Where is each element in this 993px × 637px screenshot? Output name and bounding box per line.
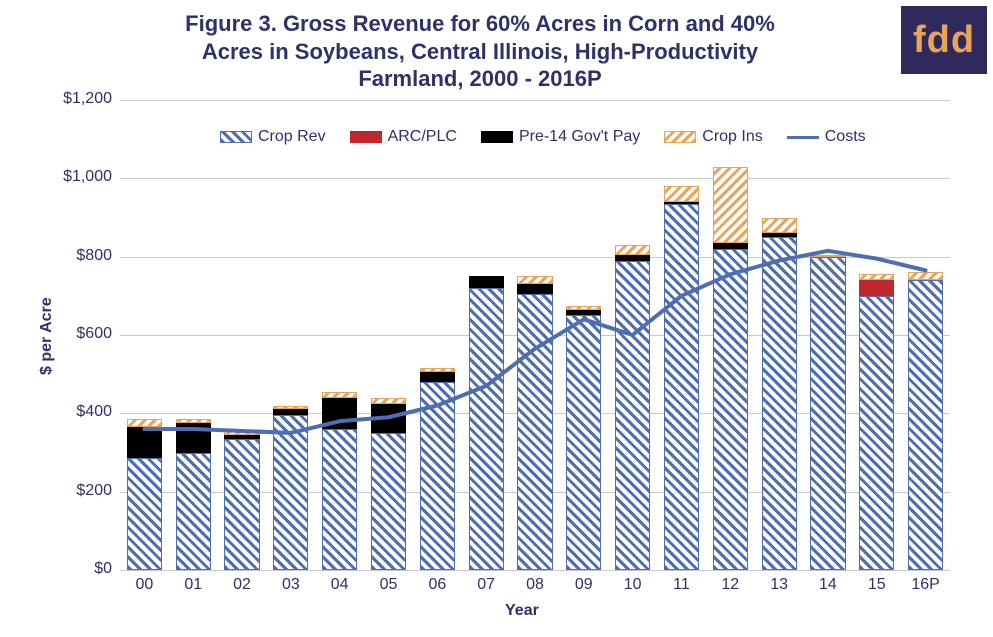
legend-item-crop_rev: Crop Rev (220, 128, 326, 146)
x-tick-label: 14 (804, 576, 853, 594)
x-tick-label: 01 (169, 576, 218, 594)
legend-swatch (481, 131, 513, 143)
legend-swatch (350, 131, 382, 143)
legend-swatch (664, 131, 696, 143)
x-tick-label: 09 (559, 576, 608, 594)
legend-label: Crop Ins (702, 128, 762, 146)
x-tick-label: 05 (364, 576, 413, 594)
legend-item-arc_plc: ARC/PLC (350, 128, 457, 146)
chart-figure: fdd Figure 3. Gross Revenue for 60% Acre… (0, 0, 993, 637)
x-tick-label: 02 (218, 576, 267, 594)
fdd-logo: fdd (901, 6, 987, 74)
x-tick-label: 03 (266, 576, 315, 594)
y-tick-label: $1,000 (32, 168, 112, 186)
costs-line (120, 100, 950, 570)
legend-item-crop_ins: Crop Ins (664, 128, 762, 146)
x-tick-label: 07 (462, 576, 511, 594)
y-tick-label: $0 (32, 560, 112, 578)
legend-swatch (787, 136, 819, 139)
legend-label: Crop Rev (258, 128, 326, 146)
legend-label: ARC/PLC (388, 128, 457, 146)
x-tick-label: 11 (657, 576, 706, 594)
chart-title-line1: Figure 3. Gross Revenue for 60% Acres in… (80, 10, 880, 38)
x-tick-label: 00 (120, 576, 169, 594)
legend-item-pre14: Pre-14 Gov't Pay (481, 128, 640, 146)
legend-swatch (220, 131, 252, 143)
legend: Crop Rev ARC/PLC Pre-14 Gov't Pay Crop Ins C… (220, 128, 866, 146)
y-tick-label: $200 (32, 482, 112, 500)
legend-item-costs: Costs (787, 128, 866, 146)
legend-label: Pre-14 Gov't Pay (519, 128, 640, 146)
legend-label: Costs (825, 128, 866, 146)
y-tick-label: $1,200 (32, 90, 112, 108)
y-axis-label: $ per Acre (38, 297, 56, 375)
x-tick-label: 13 (755, 576, 804, 594)
x-tick-label: 12 (706, 576, 755, 594)
x-axis-label: Year (505, 602, 539, 620)
x-tick-label: 10 (608, 576, 657, 594)
x-tick-label: 08 (511, 576, 560, 594)
plot-area: $0$200$400$600$800$1,000$1,2000001020304… (120, 100, 950, 570)
y-tick-label: $800 (32, 247, 112, 265)
x-tick-label: 06 (413, 576, 462, 594)
y-tick-label: $400 (32, 403, 112, 421)
x-tick-label: 16P (901, 576, 950, 594)
chart-title: Figure 3. Gross Revenue for 60% Acres in… (80, 10, 880, 93)
x-tick-label: 15 (852, 576, 901, 594)
chart-title-line3: Farmland, 2000 - 2016P (80, 65, 880, 93)
chart-title-line2: Acres in Soybeans, Central Illinois, Hig… (80, 38, 880, 66)
x-tick-label: 04 (315, 576, 364, 594)
gridline (120, 570, 950, 571)
